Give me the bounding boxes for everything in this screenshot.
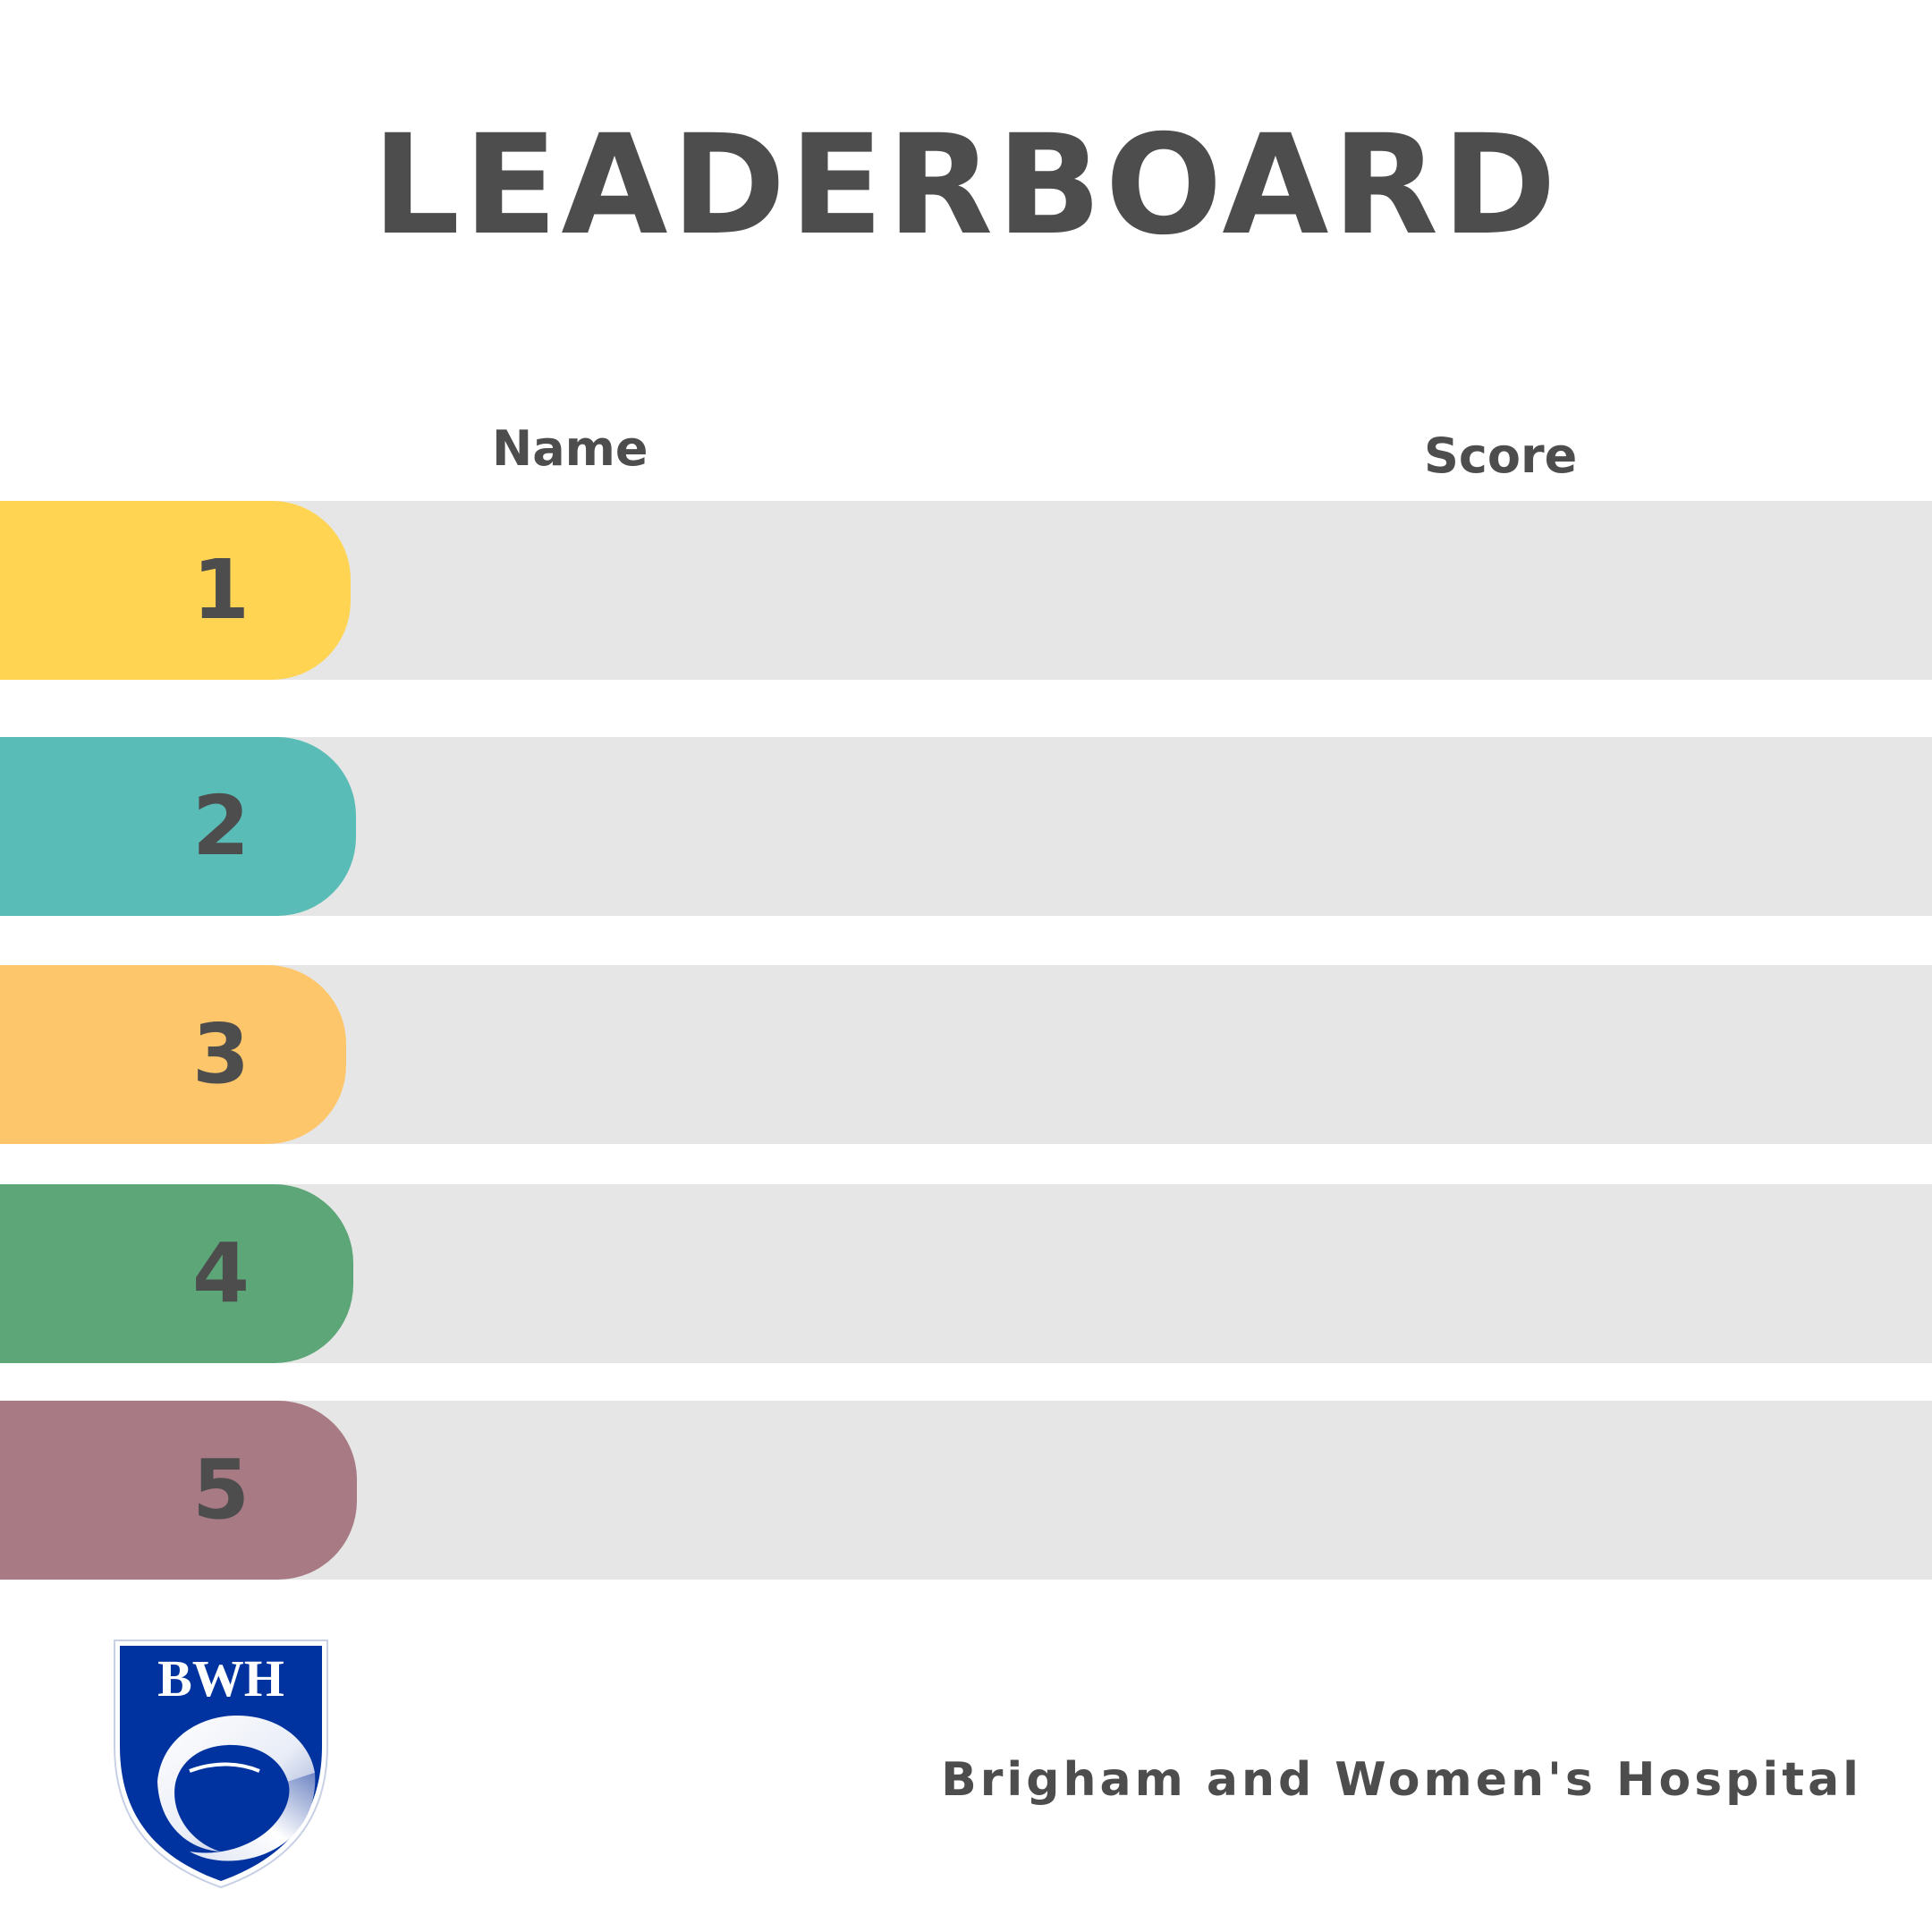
logo-text: BWH: [157, 1649, 284, 1707]
column-header-score: Score: [1424, 428, 1578, 484]
leaderboard-row-2: 2: [0, 737, 1932, 916]
rank-tab-4: [0, 1184, 353, 1363]
leaderboard-row-4: 4: [0, 1184, 1932, 1363]
rank-tab-2: [0, 737, 356, 916]
column-header-name: Name: [492, 420, 648, 477]
leaderboard-row-3: 3: [0, 965, 1932, 1144]
rank-number-4: 4: [191, 1225, 250, 1321]
rank-number-1: 1: [191, 542, 250, 638]
rank-number-2: 2: [191, 778, 250, 874]
bwh-shield-logo: BWH: [114, 1640, 328, 1889]
leaderboard-row-1: 1: [0, 501, 1932, 680]
rank-number-5: 5: [191, 1442, 250, 1538]
rank-number-3: 3: [191, 1006, 250, 1102]
rank-tab-3: [0, 965, 346, 1144]
page-title: LEADERBOARD: [372, 106, 1560, 266]
hospital-name: Brigham and Women's Hospital: [941, 1753, 1862, 1807]
rank-tab-1: [0, 501, 351, 680]
leaderboard-row-5: 5: [0, 1401, 1932, 1580]
rank-tab-5: [0, 1401, 357, 1580]
